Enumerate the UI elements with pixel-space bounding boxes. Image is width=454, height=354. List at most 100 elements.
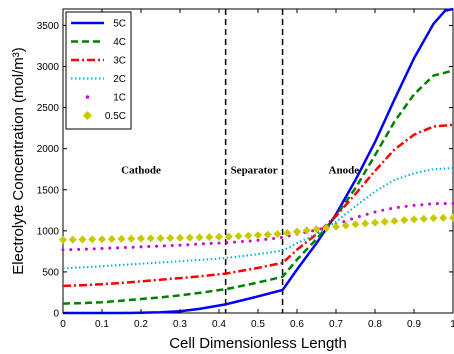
x-tick-label: 0.3 <box>173 319 187 330</box>
series-point <box>435 202 439 206</box>
series-point <box>428 202 432 206</box>
series-0_5C <box>59 213 454 244</box>
legend-label: 0.5C <box>105 111 126 122</box>
series-point <box>77 247 81 251</box>
series-point <box>439 213 448 222</box>
series-point <box>209 241 213 245</box>
x-axis-title: Cell Dimensionless Length <box>169 335 347 352</box>
y-tick-label: 2500 <box>37 103 60 114</box>
series-point <box>61 248 65 252</box>
series-point <box>264 237 268 241</box>
legend-entry: 3C <box>71 56 126 67</box>
series-point <box>371 218 379 227</box>
series-3C <box>62 123 454 288</box>
series-point <box>215 232 223 241</box>
series-point <box>185 233 194 242</box>
y-axis: 0 500 1000 1500 2000 2500 3000 3500 <box>37 21 453 320</box>
series-point <box>156 234 165 243</box>
series-point <box>396 205 400 209</box>
series-point <box>332 222 340 231</box>
series-point <box>88 235 97 244</box>
series-point <box>404 204 408 208</box>
series-point <box>449 213 454 222</box>
series-point <box>263 230 272 239</box>
series-point <box>178 243 182 247</box>
y-tick-label: 3500 <box>37 21 60 32</box>
series-point <box>451 201 454 205</box>
legend-label: 3C <box>113 56 126 67</box>
legend-label: 4C <box>113 37 126 48</box>
legend-label: 2C <box>113 74 126 85</box>
series-point <box>256 238 260 242</box>
series-point <box>410 215 418 224</box>
series-point <box>240 240 244 244</box>
y-tick-label: 1000 <box>37 226 60 237</box>
series-point <box>381 208 385 212</box>
y-tick-label: 1500 <box>37 185 60 196</box>
legend-entry: 4C <box>71 37 126 48</box>
region-boundaries <box>224 9 284 313</box>
x-tick-label: 1 <box>450 319 454 330</box>
series-layer <box>59 7 454 315</box>
legend-box <box>65 11 132 130</box>
x-tick-label: 0.2 <box>134 319 148 330</box>
series-point <box>224 232 233 241</box>
series-point <box>234 232 243 241</box>
series-point <box>400 216 409 225</box>
legend-label: 5C <box>113 19 126 30</box>
series-point <box>147 245 151 249</box>
series-point <box>341 221 350 230</box>
series-point <box>429 214 438 223</box>
x-tick-label: 0.5 <box>251 319 265 330</box>
series-point <box>98 235 106 244</box>
series-point <box>350 217 354 221</box>
legend-label: 1C <box>113 93 126 104</box>
series-point <box>92 247 96 251</box>
series-point <box>59 235 67 244</box>
series-point <box>273 230 282 239</box>
x-tick-label: 0.9 <box>407 319 421 330</box>
series-2C <box>62 167 454 270</box>
x-tick-label: 0.8 <box>368 319 382 330</box>
series-point <box>108 246 112 250</box>
series-point <box>162 244 166 248</box>
series-point <box>127 234 136 243</box>
series-line <box>62 123 454 288</box>
series-line <box>62 69 454 305</box>
legend-entry: 1C <box>85 93 126 104</box>
series-point <box>100 247 104 251</box>
series-point <box>176 233 184 242</box>
x-tick-label: 0 <box>60 319 66 330</box>
region-label-0: Cathode <box>121 164 161 176</box>
legend: 5C 4C 3C 2C 1C 0.5C <box>65 11 132 130</box>
series-point <box>311 229 315 233</box>
series-line <box>63 7 454 315</box>
x-tick-label: 0.1 <box>95 319 109 330</box>
legend-entry: 5C <box>71 19 126 30</box>
series-point <box>78 235 87 244</box>
series-point <box>390 216 399 225</box>
series-point <box>293 227 301 236</box>
y-tick-label: 2000 <box>37 144 60 155</box>
series-point <box>254 231 262 240</box>
series-point <box>107 235 116 244</box>
series-point <box>146 234 155 243</box>
series-point <box>68 235 77 244</box>
series-point <box>116 246 120 250</box>
series-point <box>389 207 393 211</box>
series-point <box>155 244 159 248</box>
region-labels: Cathode Separator Anode <box>121 164 359 176</box>
series-point <box>117 234 126 243</box>
series-point <box>279 236 283 240</box>
x-axis: 0 0.1 0.2 0.3 0.4 0.5 0.6 0.7 0.8 0.9 1 <box>60 9 454 330</box>
series-point <box>272 236 276 240</box>
region-label-2: Anode <box>329 164 360 176</box>
series-point <box>217 241 221 245</box>
series-point <box>412 203 416 207</box>
series-5C <box>63 7 454 315</box>
series-point <box>84 247 88 251</box>
series-point <box>361 219 370 228</box>
series-point <box>373 210 377 214</box>
series-point <box>351 220 360 229</box>
